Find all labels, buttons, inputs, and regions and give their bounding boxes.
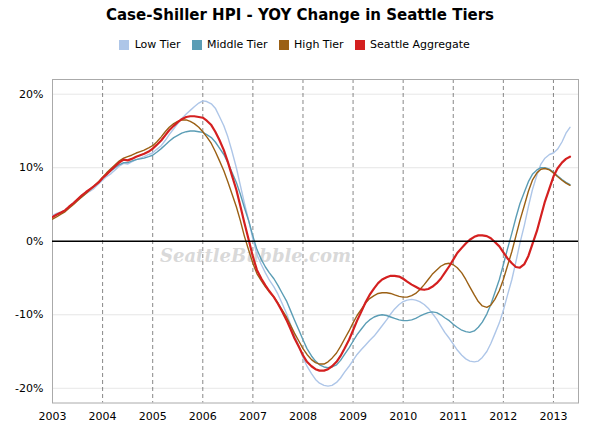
svg-text:2010: 2010 [389, 409, 417, 422]
svg-text:2004: 2004 [89, 409, 117, 422]
svg-text:-10%: -10% [15, 308, 43, 321]
svg-text:-20%: -20% [15, 381, 43, 394]
svg-text:2008: 2008 [289, 409, 317, 422]
svg-text:2012: 2012 [489, 409, 517, 422]
html-text:Case-Shiller HPI - YOY Change: Case-Shiller HPI - YOY Change in Seattle… [105, 6, 494, 24]
svg-text:2003: 2003 [39, 409, 67, 422]
svg-text:SeattleBubble.com: SeattleBubble.com [160, 244, 351, 266]
html-text:Middle Tier: Middle Tier [207, 38, 268, 51]
svg-text:2009: 2009 [339, 409, 367, 422]
svg-text:20%: 20% [19, 87, 43, 100]
svg-text:2005: 2005 [139, 409, 167, 422]
svg-text:2013: 2013 [539, 409, 567, 422]
svg-text:2007: 2007 [239, 409, 267, 422]
svg-text:2011: 2011 [439, 409, 467, 422]
svg-text:2006: 2006 [189, 409, 217, 422]
svg-text:0%: 0% [26, 234, 43, 247]
html-text:High Tier: High Tier [294, 38, 344, 51]
html-text:Low Tier: Low Tier [134, 38, 181, 51]
html-text:Seattle Aggregate: Seattle Aggregate [370, 38, 470, 51]
svg-text:10%: 10% [19, 161, 43, 174]
